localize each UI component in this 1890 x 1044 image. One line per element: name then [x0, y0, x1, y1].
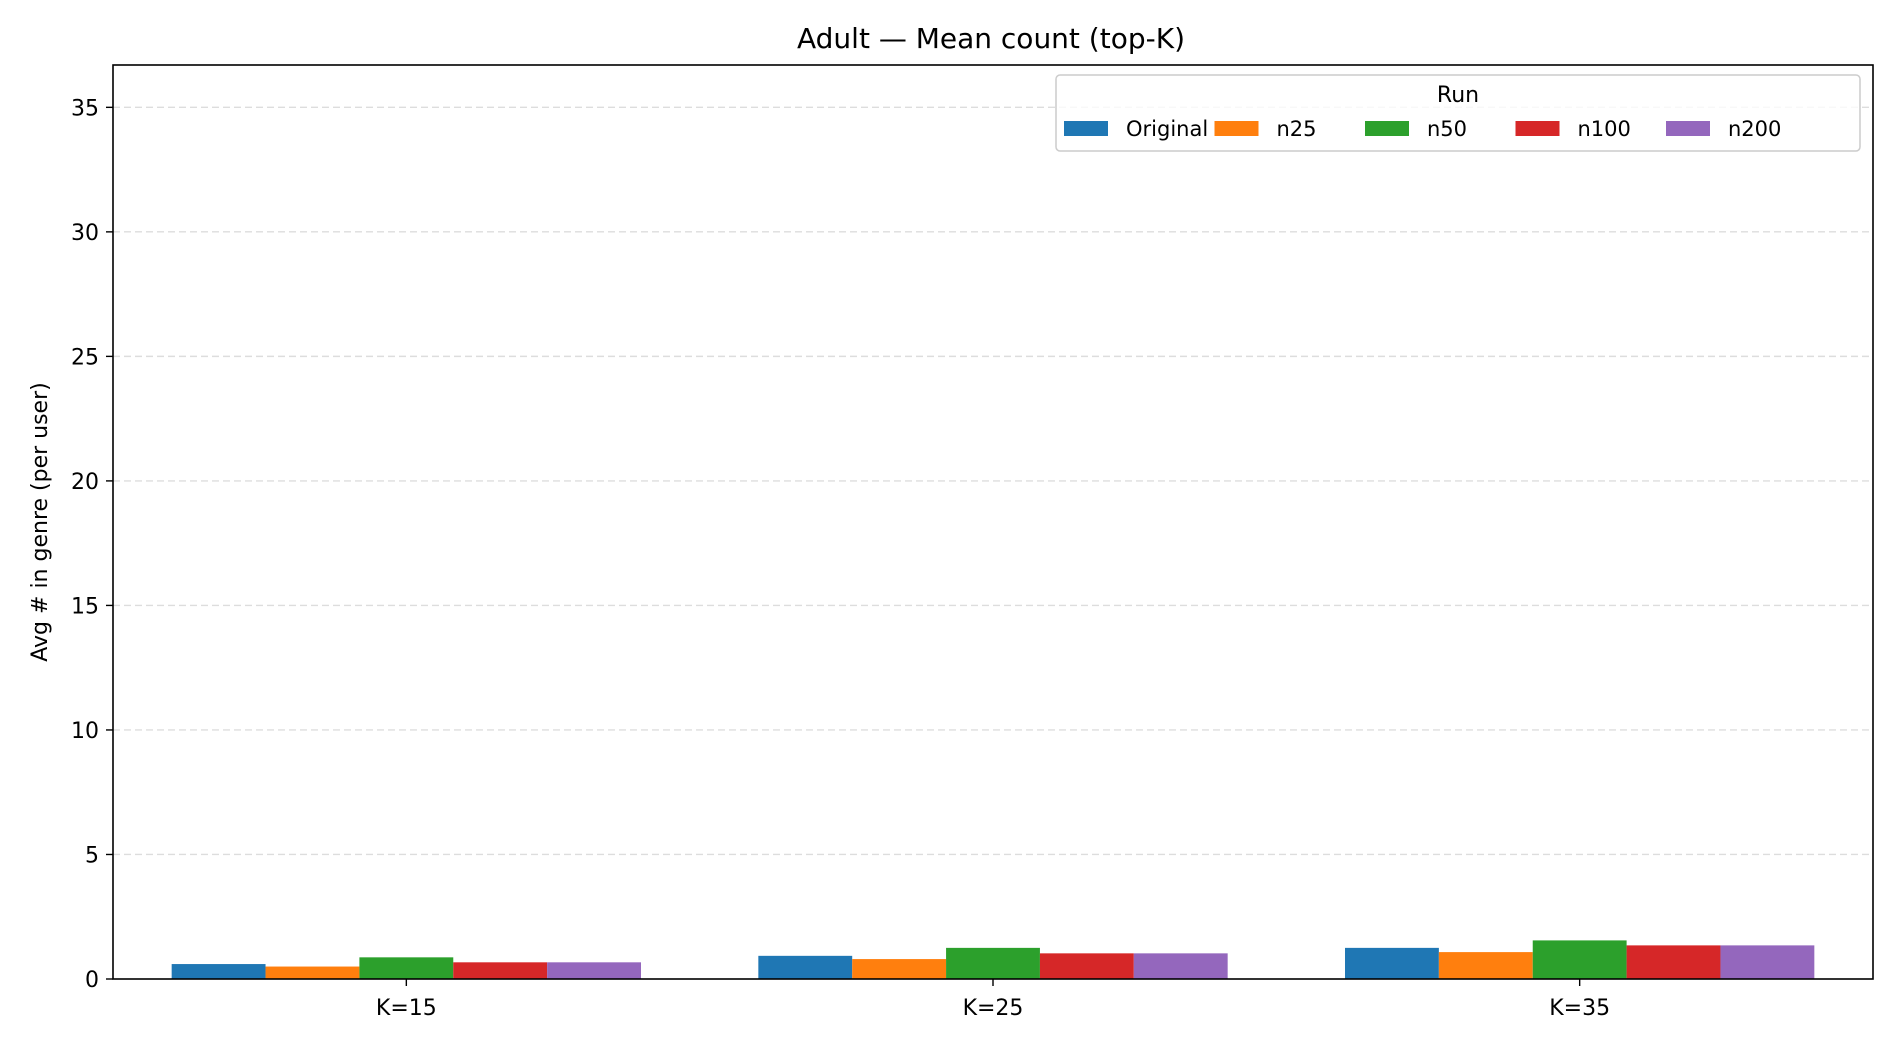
x-tick-label: K=25 [963, 996, 1024, 1021]
bar-n100-k25 [1039, 953, 1134, 979]
bar-n50-k15 [359, 957, 454, 979]
bar-n25-k25 [852, 959, 947, 979]
bar-original-k15 [171, 964, 266, 979]
y-tick-label: 25 [71, 345, 99, 370]
legend-title: Run [1437, 83, 1479, 108]
x-axis: K=15 K=25 K=35 [376, 979, 1610, 1021]
bar-n200-k15 [547, 962, 641, 979]
y-tick-label: 0 [85, 968, 99, 993]
bar-n100-k35 [1626, 945, 1721, 979]
bar-n200-k25 [1133, 953, 1228, 979]
y-tick-label: 5 [85, 843, 99, 868]
legend-items: Original n25 n50 n100 n200 [1064, 117, 1781, 141]
y-tick-label: 20 [71, 470, 99, 495]
bar-n25-k15 [265, 966, 360, 979]
bar-n50-k35 [1532, 940, 1627, 979]
legend-label-n50: n50 [1427, 117, 1467, 141]
y-tick-label: 30 [71, 221, 99, 246]
legend-label-n200: n200 [1728, 117, 1781, 141]
y-axis-label: Avg # in genre (per user) [28, 382, 53, 661]
legend-label-original: Original [1126, 117, 1208, 141]
y-tick-label: 15 [71, 594, 99, 619]
legend: Run Original n25 n50 n100 n200 [1055, 74, 1861, 152]
legend-swatch-n50 [1365, 121, 1409, 136]
x-tick-label: K=35 [1549, 996, 1610, 1021]
bar-original-k35 [1345, 947, 1439, 979]
legend-swatch-n200 [1666, 121, 1710, 136]
bars [171, 940, 1815, 979]
bar-n100-k15 [453, 962, 548, 979]
legend-label-n25: n25 [1277, 117, 1317, 141]
legend-swatch-n25 [1214, 121, 1259, 136]
x-tick-label: K=15 [376, 996, 437, 1021]
bar-original-k25 [758, 955, 853, 979]
y-tick-label: 10 [71, 719, 99, 744]
bar-n200-k35 [1720, 945, 1815, 979]
legend-swatch-n100 [1515, 121, 1560, 136]
chart-title: Adult — Mean count (top-K) [797, 22, 1185, 55]
legend-label-n100: n100 [1578, 117, 1631, 141]
bar-n50-k25 [946, 947, 1040, 979]
legend-swatch-original [1064, 121, 1108, 136]
y-tick-label: 35 [71, 96, 99, 121]
bar-n25-k35 [1438, 952, 1533, 979]
y-axis: 0 5 10 15 20 25 30 35 [71, 96, 113, 993]
